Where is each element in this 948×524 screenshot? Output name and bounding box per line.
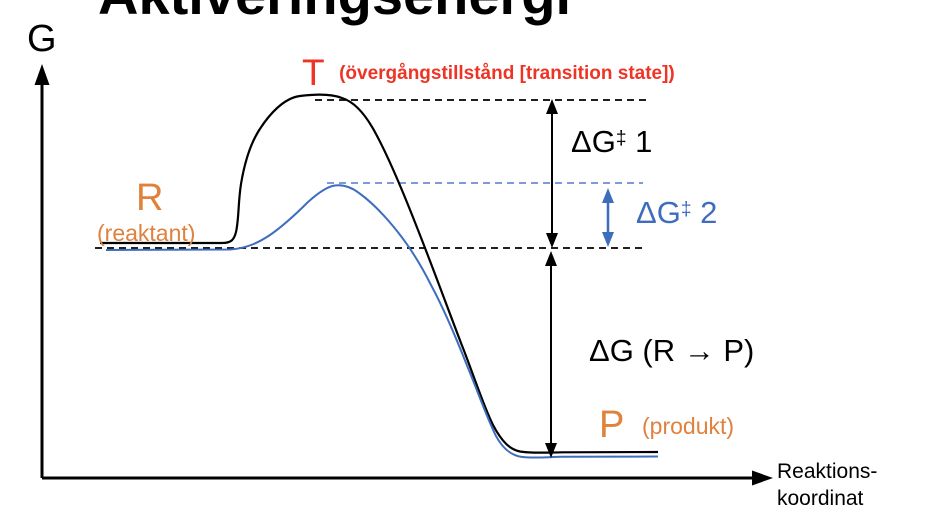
dg-rp-arrowhead-down-icon [545, 443, 557, 458]
curve-catalyzed [105, 184, 659, 459]
y-axis-label: G [27, 18, 57, 60]
dg1-label: ΔG‡ 1 [571, 124, 653, 159]
product-description: (produkt) [642, 413, 735, 439]
dg-rp-label: ΔG (R → P) [589, 333, 755, 368]
page-title: Aktiveringsenergi [98, 0, 571, 27]
transition-state-label: T (övergångstillstånd [transition state]… [302, 52, 675, 94]
curve-uncatalyzed [100, 93, 659, 454]
transition-symbol: T [302, 52, 325, 93]
dg-rp-arrowhead-up-icon [545, 251, 557, 266]
dg1-arrowhead-up-icon [546, 99, 558, 114]
x-axis-label-line1: Reaktions- [777, 460, 878, 483]
dg2-label: ΔG‡ 2 [636, 195, 718, 230]
x-axis-arrowhead-icon [752, 470, 773, 486]
dg1-arrowhead-down-icon [546, 233, 558, 248]
x-axis-label: Reaktions- koordinat [777, 458, 877, 512]
y-axis-arrowhead-icon [34, 64, 50, 85]
dg2-arrowhead-up-icon [602, 188, 614, 203]
dg2-arrowhead-down-icon [602, 232, 614, 247]
reactant-symbol: R [136, 177, 164, 219]
x-axis-label-line2: koordinat [777, 487, 864, 510]
product-symbol: P [599, 404, 625, 446]
reactant-description: (reaktant) [97, 220, 196, 246]
transition-description: (övergångstillstånd [transition state]) [339, 63, 675, 84]
